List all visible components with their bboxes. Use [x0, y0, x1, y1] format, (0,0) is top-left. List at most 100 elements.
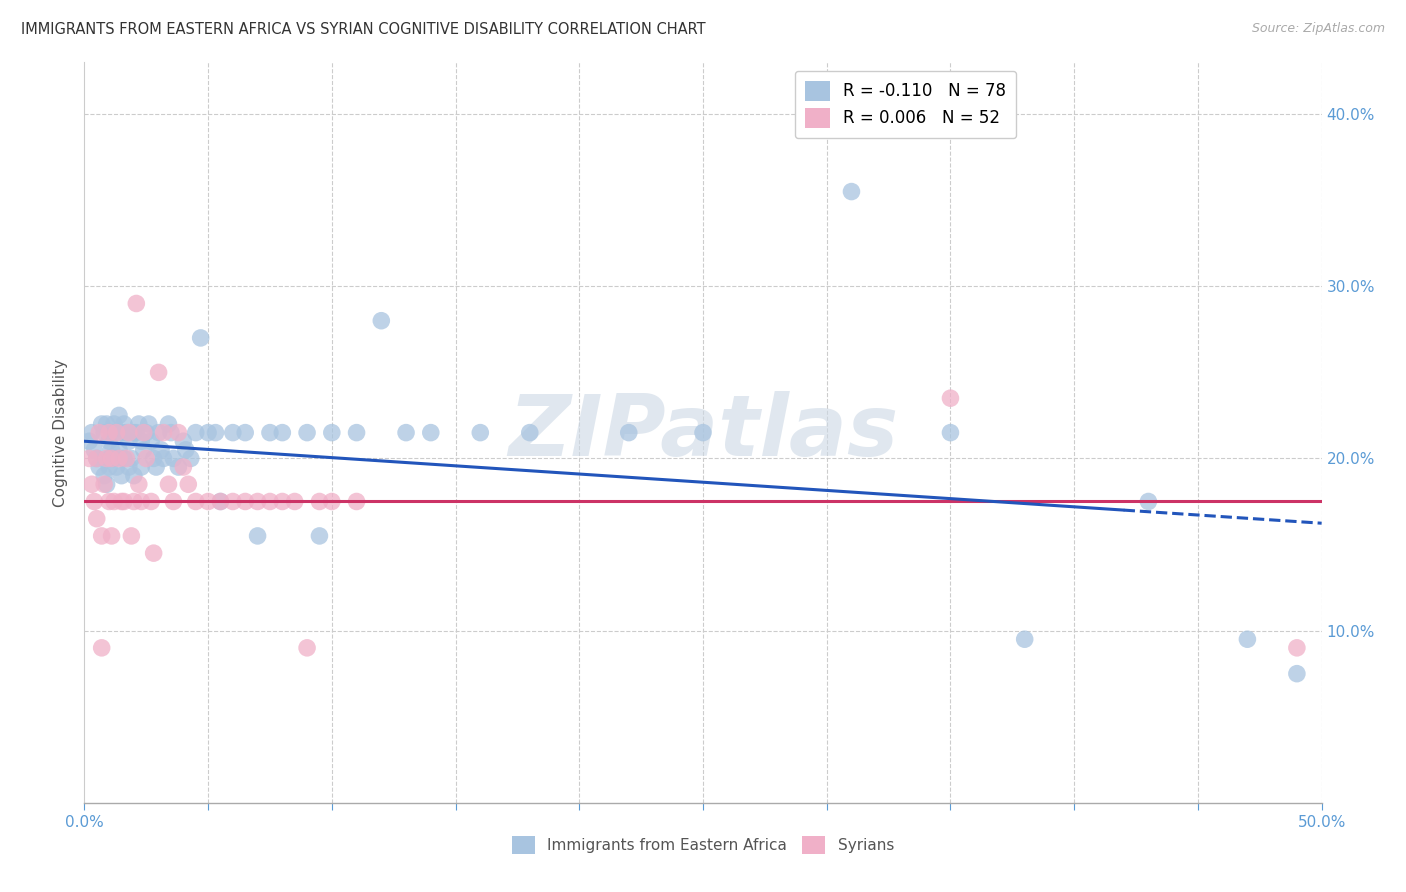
- Point: [112, 417, 135, 431]
- Point: [295, 640, 318, 655]
- Point: [939, 391, 962, 405]
- Point: [172, 460, 194, 475]
- Point: [1285, 666, 1308, 681]
- Point: [162, 494, 184, 508]
- Point: [1137, 494, 1160, 508]
- Point: [93, 477, 115, 491]
- Point: [222, 494, 245, 508]
- Point: [105, 425, 128, 440]
- Point: [80, 477, 103, 491]
- Point: [118, 460, 141, 475]
- Point: [148, 365, 170, 379]
- Point: [370, 314, 392, 328]
- Point: [132, 425, 155, 440]
- Point: [98, 425, 121, 440]
- Point: [135, 451, 157, 466]
- Point: [308, 494, 330, 508]
- Point: [233, 494, 256, 508]
- Point: [172, 434, 194, 449]
- Point: [939, 425, 962, 440]
- Point: [125, 425, 148, 440]
- Point: [233, 425, 256, 440]
- Point: [115, 451, 138, 466]
- Point: [148, 425, 170, 440]
- Point: [86, 512, 108, 526]
- Point: [90, 529, 112, 543]
- Point: [321, 425, 343, 440]
- Point: [129, 494, 152, 508]
- Point: [841, 185, 863, 199]
- Point: [108, 451, 131, 466]
- Point: [162, 451, 184, 466]
- Point: [180, 451, 202, 466]
- Point: [122, 425, 145, 440]
- Point: [157, 477, 180, 491]
- Point: [271, 494, 294, 508]
- Point: [190, 331, 212, 345]
- Point: [1014, 632, 1036, 647]
- Point: [89, 460, 111, 475]
- Point: [1285, 640, 1308, 655]
- Point: [105, 425, 128, 440]
- Point: [83, 494, 105, 508]
- Point: [271, 425, 294, 440]
- Point: [110, 494, 132, 508]
- Point: [150, 442, 173, 457]
- Point: [100, 451, 122, 466]
- Point: [105, 460, 128, 475]
- Point: [132, 442, 155, 457]
- Point: [321, 494, 343, 508]
- Point: [152, 451, 174, 466]
- Point: [122, 468, 145, 483]
- Point: [90, 417, 112, 431]
- Point: [145, 460, 167, 475]
- Point: [122, 494, 145, 508]
- Point: [138, 417, 160, 431]
- Point: [184, 425, 207, 440]
- Point: [184, 494, 207, 508]
- Point: [98, 460, 121, 475]
- Point: [346, 425, 368, 440]
- Point: [83, 442, 105, 457]
- Point: [93, 468, 115, 483]
- Text: Source: ZipAtlas.com: Source: ZipAtlas.com: [1251, 22, 1385, 36]
- Point: [100, 442, 122, 457]
- Y-axis label: Cognitive Disability: Cognitive Disability: [53, 359, 69, 507]
- Point: [86, 451, 108, 466]
- Point: [79, 434, 101, 449]
- Point: [141, 434, 163, 449]
- Point: [98, 451, 121, 466]
- Point: [177, 477, 200, 491]
- Point: [395, 425, 418, 440]
- Point: [246, 494, 269, 508]
- Point: [135, 425, 157, 440]
- Point: [108, 442, 131, 457]
- Point: [129, 460, 152, 475]
- Point: [86, 451, 108, 466]
- Point: [89, 425, 111, 440]
- Point: [246, 529, 269, 543]
- Point: [100, 425, 122, 440]
- Point: [197, 494, 219, 508]
- Point: [167, 425, 190, 440]
- Point: [112, 451, 135, 466]
- Point: [90, 640, 112, 655]
- Point: [120, 529, 142, 543]
- Point: [110, 425, 132, 440]
- Point: [96, 477, 118, 491]
- Point: [110, 468, 132, 483]
- Point: [419, 425, 441, 440]
- Point: [93, 425, 115, 440]
- Point: [160, 425, 183, 440]
- Point: [157, 417, 180, 431]
- Point: [519, 425, 541, 440]
- Point: [96, 451, 118, 466]
- Point: [98, 434, 121, 449]
- Point: [79, 451, 101, 466]
- Point: [222, 425, 245, 440]
- Point: [129, 434, 152, 449]
- Point: [96, 417, 118, 431]
- Point: [174, 442, 197, 457]
- Point: [80, 425, 103, 440]
- Point: [103, 494, 125, 508]
